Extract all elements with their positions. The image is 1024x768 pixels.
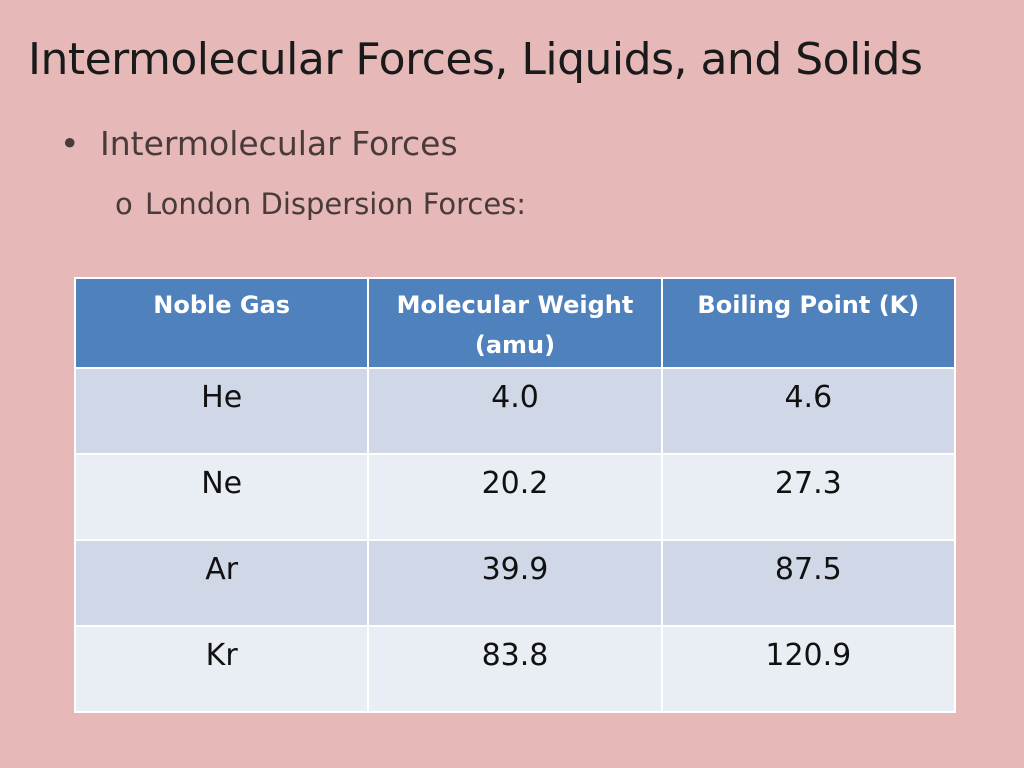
cell-weight: 39.9 (367, 539, 663, 627)
cell-boiling-point: 87.5 (660, 539, 957, 627)
cell-boiling-point: 120.9 (660, 625, 957, 713)
bullet-marker: • (60, 124, 80, 163)
cell-weight: 4.0 (367, 367, 663, 455)
sub-bullet-text: London Dispersion Forces: (145, 187, 527, 221)
slide-title: Intermolecular Forces, Liquids, and Soli… (28, 34, 923, 85)
table-row: Ar 39.9 87.5 (73, 539, 957, 627)
cell-weight: 20.2 (367, 453, 663, 541)
sub-bullet-london-dispersion: o London Dispersion Forces: (115, 184, 526, 224)
table-header-row: Noble Gas Molecular Weight (amu) Boiling… (73, 277, 957, 369)
bullet-text: Intermolecular Forces (100, 124, 458, 163)
sub-bullet-marker: o (115, 187, 133, 221)
table-row: Kr 83.8 120.9 (73, 625, 957, 713)
cell-weight: 83.8 (367, 625, 663, 713)
noble-gas-table: Noble Gas Molecular Weight (amu) Boiling… (73, 277, 957, 713)
cell-gas: Ar (73, 539, 370, 627)
table-row: He 4.0 4.6 (73, 367, 957, 455)
cell-boiling-point: 27.3 (660, 453, 957, 541)
cell-gas: Kr (73, 625, 370, 713)
header-noble-gas: Noble Gas (73, 277, 370, 369)
bullet-intermolecular-forces: • Intermolecular Forces (60, 122, 458, 166)
cell-gas: He (73, 367, 370, 455)
header-molecular-weight: Molecular Weight (amu) (367, 277, 663, 369)
cell-boiling-point: 4.6 (660, 367, 957, 455)
header-boiling-point: Boiling Point (K) (660, 277, 957, 369)
cell-gas: Ne (73, 453, 370, 541)
table-row: Ne 20.2 27.3 (73, 453, 957, 541)
